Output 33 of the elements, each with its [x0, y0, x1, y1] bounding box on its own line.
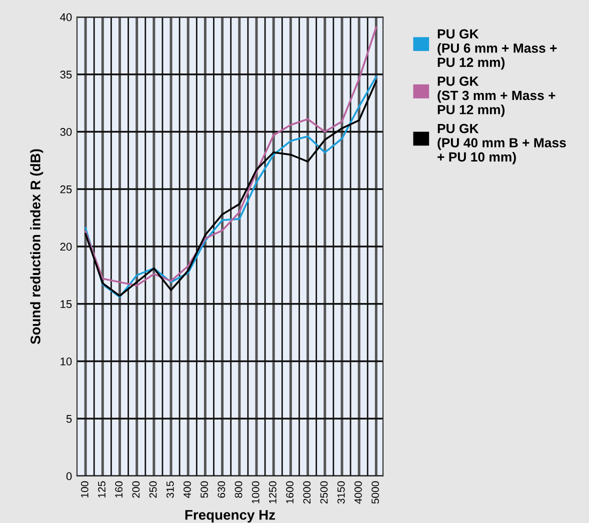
y-tick-label: 40	[60, 13, 72, 22]
y-tick-label: 5	[66, 415, 72, 423]
y-tick-label: 25	[60, 185, 72, 194]
legend-label: PU GK (PU 6 mm + Mass + PU 12 mm)	[438, 29, 557, 70]
x-tick-label: 800	[234, 481, 242, 498]
y-tick-label: 15	[60, 300, 72, 308]
y-tick-label: 10	[60, 358, 72, 366]
y-tick-label: 20	[60, 242, 72, 251]
line-series	[84, 26, 378, 286]
y-axis-title: Sound reduction index R (dB)	[30, 149, 44, 344]
y-tick-label: 35	[60, 70, 72, 79]
x-tick-label: 630	[218, 481, 226, 498]
x-tick-label: 3150	[337, 481, 345, 504]
legend-label: PU GK (PU 40 mm B + Mass + PU 10 mm)	[438, 124, 566, 164]
x-tick-label: 400	[184, 481, 191, 498]
x-tick-label: 1250	[269, 481, 276, 504]
y-tick-label: 30	[60, 128, 72, 136]
legend-label: PU GK (ST 3 mm + Mass + PU 12 mm)	[438, 76, 556, 117]
x-tick-label: 1600	[286, 481, 294, 504]
x-tick-label: 100	[80, 481, 88, 498]
x-tick-label: 315	[166, 481, 174, 498]
x-tick-label: 250	[149, 481, 157, 498]
x-tick-label: 1000	[252, 481, 260, 504]
x-tick-label: 200	[132, 481, 140, 498]
x-tick-label: 5000	[372, 481, 379, 504]
x-tick-label: 2500	[320, 481, 328, 504]
x-tick-label: 2000	[303, 481, 311, 504]
x-tick-label: 500	[200, 481, 208, 498]
y-tick-label: 0	[66, 472, 72, 480]
x-tick-label: 125	[98, 481, 106, 498]
x-tick-label: 4000	[354, 481, 362, 504]
x-axis-title: Frequency Hz	[185, 510, 276, 523]
x-tick-label: 160	[115, 481, 123, 498]
